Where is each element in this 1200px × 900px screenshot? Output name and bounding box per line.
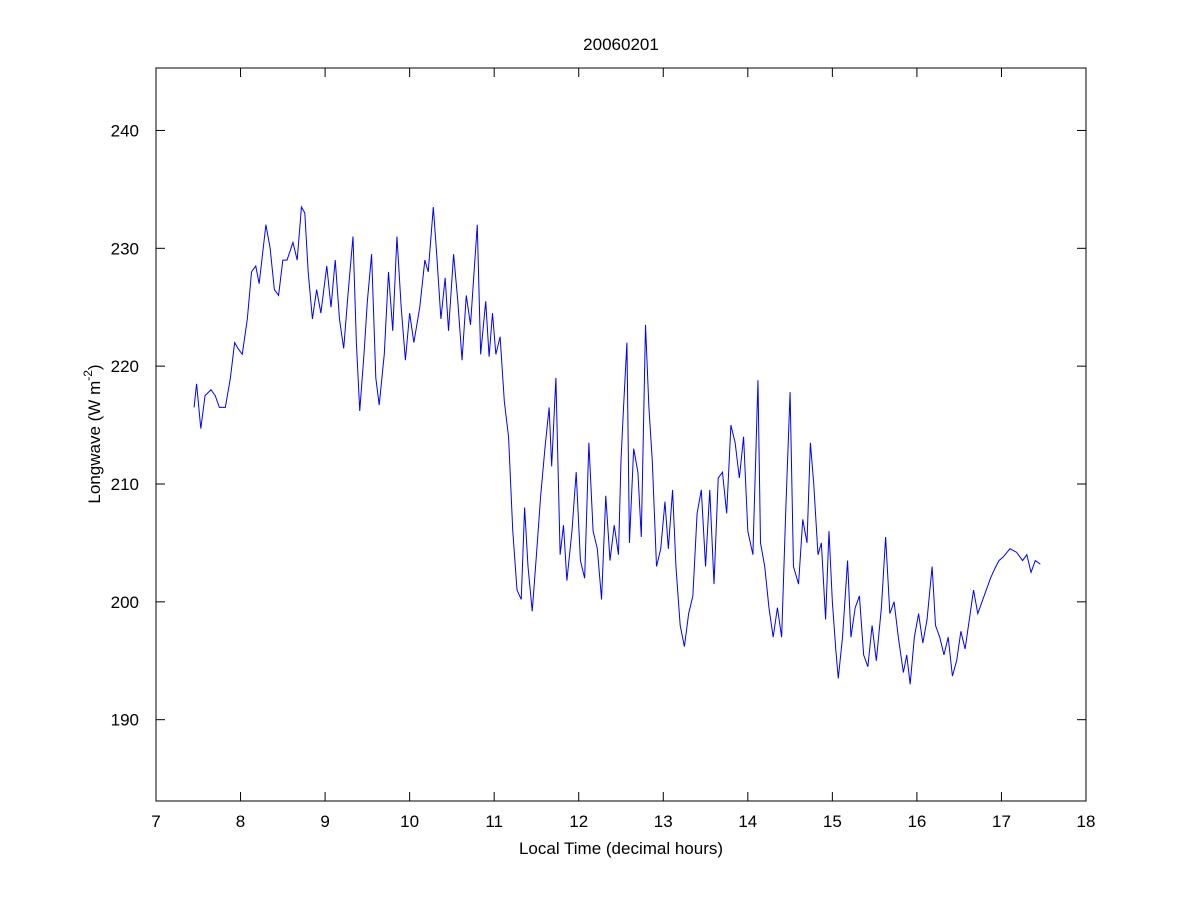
y-tick-label: 200 [111,593,139,612]
x-axis-label: Local Time (decimal hours) [519,839,723,858]
y-tick-label: 240 [111,121,139,140]
x-tick-label: 17 [992,812,1011,831]
x-tick-label: 11 [485,812,503,831]
y-tick-label: 210 [111,475,139,494]
x-tick-label: 14 [738,812,757,831]
x-tick-label: 8 [236,812,245,831]
y-tick-label: 220 [111,357,139,376]
y-axis-label-text: Longwave (W m [85,381,104,504]
y-axis-label-sup: -2 [81,370,95,381]
x-tick-label: 10 [400,812,419,831]
x-tick-label: 15 [823,812,842,831]
plot-box [155,67,1087,802]
x-tick-label: 13 [654,812,673,831]
y-axis-label-end: ) [85,364,104,370]
x-tick-label: 16 [907,812,926,831]
x-tick-label: 18 [1077,812,1096,831]
chart-title: 20060201 [583,35,659,54]
x-tick-label: 7 [151,812,160,831]
y-tick-label: 190 [111,711,139,730]
x-tick-label: 9 [320,812,329,831]
data-line [193,205,1041,685]
x-tick-label: 12 [569,812,588,831]
y-axis-label: Longwave (W m-2) [81,364,104,503]
y-tick-label: 230 [111,239,139,258]
